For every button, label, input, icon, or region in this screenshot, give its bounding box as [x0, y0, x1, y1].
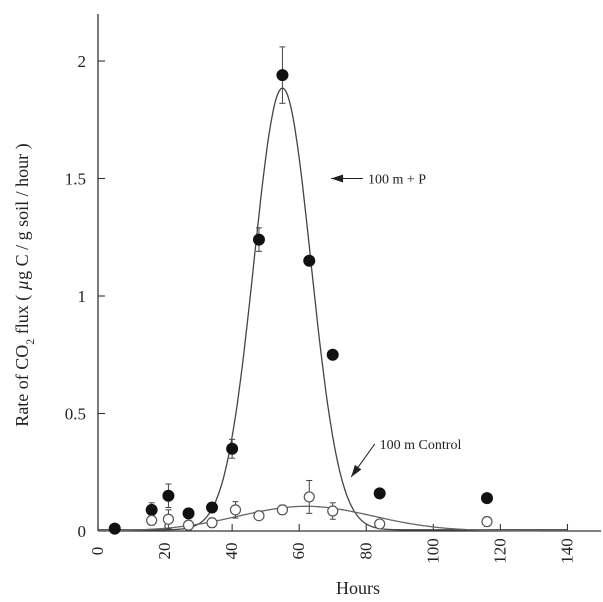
x-tick-label: 20 [155, 543, 174, 560]
x-tick-label: 60 [289, 543, 308, 560]
data-point-plus-p [373, 487, 386, 500]
y-tick-label: 1 [78, 287, 87, 306]
data-point-plus-p [182, 507, 195, 520]
data-point-plus-p [145, 503, 158, 516]
x-tick-label: 100 [423, 538, 442, 564]
y-axis-title-mu: µ [12, 280, 32, 290]
data-point-plus-p [108, 522, 121, 535]
x-tick-label: 0 [88, 547, 107, 556]
x-tick-label: 40 [222, 543, 241, 560]
data-point-control [253, 510, 265, 522]
data-point-plus-p [276, 69, 289, 82]
data-point-control [146, 514, 158, 527]
data-point-plus-p [326, 348, 339, 361]
data-point-plus-p [162, 489, 175, 502]
data-point-plus-p [226, 442, 239, 455]
arrow-control-head [351, 464, 362, 477]
x-tick-label: 80 [356, 543, 375, 560]
data-point-plus-p [206, 501, 219, 514]
y-tick-label: 1.5 [65, 170, 86, 189]
data-point-control [162, 513, 175, 525]
x-tick-label: 120 [490, 538, 509, 564]
y-tick-label: 2 [78, 52, 87, 71]
data-point-control [276, 504, 289, 516]
arrow-plus-p-head [331, 174, 344, 183]
y-axis-title-post: g C / g soil / hour ) [12, 143, 33, 280]
y-axis-title-mid: flux ( [12, 290, 33, 339]
data-points [108, 46, 493, 535]
data-point-control [229, 504, 242, 516]
axes [97, 14, 601, 532]
annotation-control: 100 m Control [380, 438, 462, 453]
y-axis-title-sub: 2 [23, 339, 37, 345]
data-point-plus-p [252, 233, 265, 246]
data-point-control [206, 517, 218, 529]
y-axis-title: Rate of CO2 flux ( µg C / g soil / hour … [12, 143, 37, 426]
ticks: 0 20 40 60 80 100 120 140 0 0.5 1 1.5 2 [65, 52, 577, 564]
data-point-control [481, 515, 493, 528]
data-point-control [374, 518, 386, 530]
data-point-control [182, 519, 195, 531]
x-tick-label: 140 [557, 538, 576, 564]
x-axis-title: Hours [336, 578, 380, 597]
y-tick-label: 0.5 [65, 405, 86, 424]
fit-curve-plus-p [98, 87, 568, 531]
data-point-control [327, 505, 339, 517]
y-tick-label: 0 [78, 522, 87, 541]
data-point-plus-p [480, 492, 493, 505]
data-point-plus-p [303, 254, 316, 267]
data-point-control [303, 491, 315, 503]
fit-curves [98, 87, 568, 532]
annotations: 100 m + P 100 m Control [331, 173, 462, 478]
y-axis-title-pre: Rate of CO [12, 345, 32, 427]
annotation-plus-p: 100 m + P [368, 173, 426, 188]
